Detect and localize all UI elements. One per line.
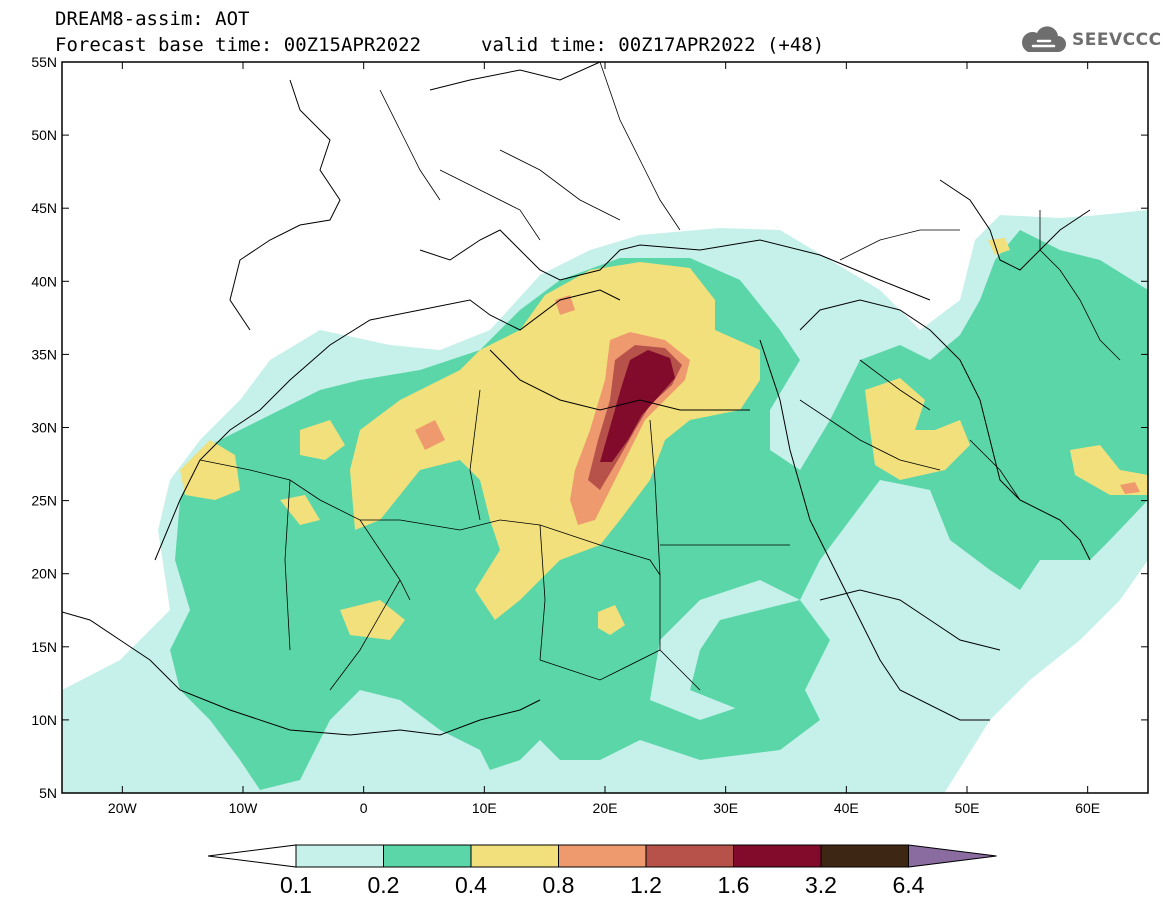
valid-time-label: valid time: 00Z17APR2022 (+48) [481, 34, 825, 56]
country-borders [199, 62, 1121, 691]
colorbar-label: 0.4 [455, 872, 487, 898]
lon-tick-label: 60E [1075, 800, 1100, 816]
lon-tick-label: 30E [713, 800, 738, 816]
seevccc-logo: SEEVCCC [1018, 22, 1162, 58]
lon-tick-label: 20E [593, 800, 618, 816]
colorbar-segment [295, 844, 384, 868]
lat-tick-label: 35N [31, 346, 57, 362]
lon-tick-label: 40E [834, 800, 859, 816]
colorbar-label: 3.2 [805, 872, 837, 898]
colorbar-label: 0.8 [543, 872, 575, 898]
aot-level-0.4-patch [280, 495, 320, 525]
lat-tick-label: 45N [31, 200, 57, 216]
aot-level-0.2-patch [690, 600, 830, 710]
lon-tick-label: 20W [108, 800, 138, 816]
lat-tick-label: 25N [31, 493, 57, 509]
cloud-icon [1021, 26, 1066, 52]
colorbar-overflow [908, 844, 997, 868]
aot-level-0.8-patch [1120, 482, 1140, 494]
colorbar-segment [470, 844, 559, 868]
aot-level-0.4-patch [300, 420, 345, 460]
colorbar-segment [645, 844, 734, 868]
colorbar: 0.1 0.2 0.4 0.8 1.2 1.6 3.2 6.4 [207, 844, 997, 898]
longitude-axis: 20W 10W 0 10E 20E 30E 40E 50E 60E [108, 62, 1100, 816]
aot-level-0.4-patch [865, 378, 970, 480]
lon-tick-label: 50E [955, 800, 980, 816]
lat-tick-label: 50N [31, 127, 57, 143]
logo-text: SEEVCCC [1072, 30, 1162, 50]
coastlines [62, 62, 1091, 736]
aot-level-0.4-patch [598, 605, 625, 635]
lat-tick-label: 40N [31, 273, 57, 289]
colorbar-label: 6.4 [893, 872, 925, 898]
colorbar-label: 1.6 [718, 872, 750, 898]
lat-tick-label: 5N [39, 785, 57, 801]
aot-level-0.4-patch [180, 440, 240, 500]
aot-level-1.6 [600, 350, 675, 462]
forecast-base-time: Forecast base time: 00Z15APR2022 valid ti… [55, 34, 824, 56]
aot-level-0.4-patch [988, 238, 1010, 255]
colorbar-segment [558, 844, 647, 868]
aot-fill [62, 62, 1148, 793]
base-time-label: Forecast base time: 00Z15APR2022 [55, 34, 422, 56]
lat-tick-label: 15N [31, 639, 57, 655]
colorbar-label: 1.2 [630, 872, 662, 898]
latitude-axis: 55N 50N 45N 40N 35N 30N 25N 20N 15N 10N 5N [31, 54, 1148, 801]
colorbar-label: 0.1 [280, 872, 312, 898]
colorbar-segment [383, 844, 472, 868]
aot-level-0.8-patch [415, 420, 445, 450]
aot-level-0.4-patch [1070, 445, 1148, 495]
colorbar-underflow [207, 844, 297, 868]
lon-tick-label: 10W [229, 800, 259, 816]
lat-tick-label: 20N [31, 566, 57, 582]
map-title: DREAM8-assim: AOT [55, 8, 250, 30]
lat-tick-label: 10N [31, 712, 57, 728]
colorbar-segment [733, 844, 822, 868]
lat-tick-label: 55N [31, 54, 57, 70]
lon-tick-label: 0 [360, 800, 368, 816]
colorbar-segment [820, 844, 909, 868]
lat-tick-label: 30N [31, 420, 57, 436]
aot-level-0.2 [170, 230, 1148, 790]
lon-tick-label: 10E [472, 800, 497, 816]
colorbar-label: 0.2 [368, 872, 400, 898]
aot-level-0.4-patch [340, 600, 405, 640]
